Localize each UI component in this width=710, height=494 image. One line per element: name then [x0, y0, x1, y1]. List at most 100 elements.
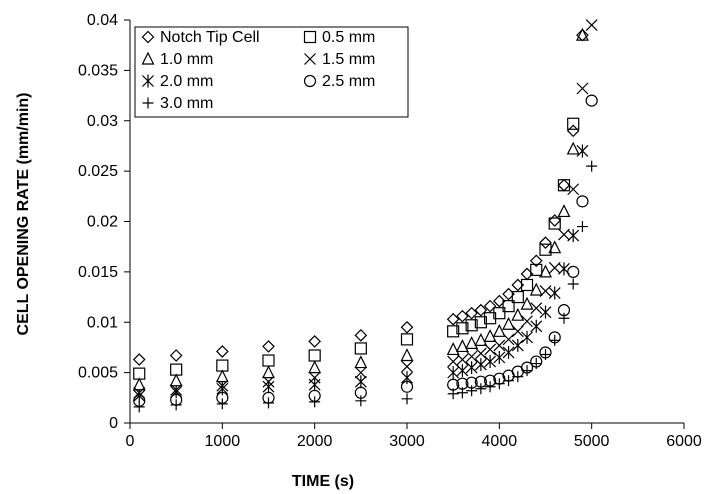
legend-label: 1.0 mm [160, 51, 213, 68]
y-tick-label: 0.025 [78, 163, 118, 180]
x-tick-label: 5000 [574, 433, 610, 450]
legend-label: 3.0 mm [160, 95, 213, 112]
y-tick-label: 0 [109, 415, 118, 432]
x-axis-ticks: 0 1000 2000 3000 4000 5000 6000 [126, 423, 702, 450]
data-point [456, 364, 469, 378]
series-3-0-mm [133, 160, 598, 413]
y-tick-label: 0.03 [87, 113, 118, 130]
legend-label: Notch Tip Cell [160, 29, 260, 46]
legend-item-1-5-mm: 1.5 mm [304, 51, 375, 68]
data-point [475, 383, 487, 395]
data-point [474, 303, 488, 317]
data-point [493, 351, 506, 365]
data-point [567, 229, 580, 243]
legend-item-0-5-mm: 0.5 mm [303, 29, 375, 46]
data-point [465, 350, 478, 363]
data-point [502, 300, 515, 313]
data-point [474, 316, 487, 329]
data-point [355, 395, 367, 407]
series-1-5-mm [133, 19, 598, 399]
data-point [548, 240, 562, 254]
data-point [484, 343, 497, 356]
y-tick-label: 0.015 [78, 264, 118, 281]
y-axis-ticks: 0 0.005 0.01 0.015 0.02 0.025 0.03 0.035 0.04 [78, 12, 130, 432]
data-point [262, 380, 275, 394]
data-point [465, 361, 478, 375]
data-point [262, 340, 275, 353]
data-point [309, 396, 321, 408]
data-point [263, 397, 274, 409]
data-point [456, 353, 469, 366]
data-point [474, 333, 488, 346]
data-point [540, 348, 551, 360]
series-1-0-mm [132, 27, 589, 391]
data-point [557, 178, 571, 192]
data-point [539, 243, 552, 256]
x-tick-label: 6000 [666, 433, 702, 450]
data-point [502, 345, 515, 359]
data-point [446, 312, 460, 326]
data-point [354, 328, 368, 342]
y-tick-label: 0.005 [78, 365, 118, 382]
data-point [521, 330, 533, 344]
legend-label: 2.0 mm [160, 73, 213, 90]
y-tick-label: 0.01 [87, 314, 118, 331]
data-point [484, 355, 497, 369]
legend-item-notch-tip-cell: Notch Tip Cell [141, 29, 260, 46]
data-point [456, 387, 468, 399]
data-point [585, 19, 598, 31]
data-point [401, 393, 413, 405]
data-point [521, 315, 533, 328]
legend-item-1-0-mm: 1.0 mm [141, 51, 213, 68]
data-point [576, 195, 589, 208]
x-tick-label: 4000 [482, 433, 518, 450]
data-point [511, 307, 525, 321]
legend-item-3-0-mm: 3.0 mm [142, 95, 213, 112]
data-point [549, 334, 561, 346]
data-point [401, 360, 413, 373]
data-point [575, 27, 589, 41]
series-0-5-mm [133, 117, 580, 380]
data-point [567, 117, 580, 130]
x-tick-label: 0 [126, 433, 135, 450]
legend-item-2-0-mm: 2.0 mm [142, 73, 213, 90]
data-point [521, 365, 533, 377]
data-point [354, 355, 368, 369]
data-point [465, 319, 478, 332]
data-point [308, 349, 321, 362]
data-point [308, 335, 322, 348]
data-point [456, 309, 469, 323]
data-point [216, 398, 228, 410]
data-point [400, 320, 414, 334]
data-point [400, 348, 414, 362]
legend-marker [141, 51, 155, 65]
data-point [215, 345, 229, 358]
data-point [354, 342, 367, 355]
legend: Notch Tip Cell 0.5 mm 1.0 mm 1.5 mm 2.0 mm 2.… [134, 26, 409, 118]
data-point [530, 358, 542, 370]
data-point [493, 339, 506, 352]
x-tick-label: 1000 [205, 433, 241, 450]
legend-label: 0.5 mm [322, 29, 375, 46]
data-point [558, 312, 570, 324]
data-point [566, 141, 580, 155]
data-point [400, 333, 414, 346]
data-point [169, 349, 183, 362]
data-point [455, 339, 469, 353]
data-point [401, 371, 413, 385]
series-layer [132, 19, 598, 413]
data-point [576, 221, 588, 233]
data-point [539, 236, 552, 250]
data-point [512, 371, 524, 383]
data-point [548, 286, 561, 300]
legend-marker [304, 53, 316, 65]
data-point [585, 94, 598, 107]
data-point [529, 282, 543, 296]
data-point [400, 380, 414, 393]
y-tick-label: 0.04 [87, 12, 118, 29]
data-point [465, 306, 478, 320]
data-point [262, 365, 275, 379]
data-point [558, 228, 570, 241]
data-point [308, 378, 321, 392]
